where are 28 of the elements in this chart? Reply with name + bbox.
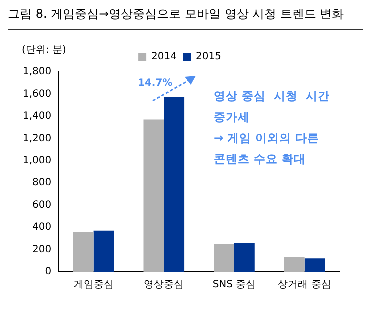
x-tick-label: SNS 중심 <box>212 280 256 291</box>
x-tick-label: 게임중심 <box>74 280 114 291</box>
x-tick-label: 상거래 중심 <box>278 280 332 291</box>
bar <box>164 98 185 272</box>
annotation: 영상 중심 시청 시간 증가세 → 게임 이외의 다른 콘텐츠 수요 확대 <box>214 88 330 168</box>
y-tick-label: 1,200 <box>22 133 52 144</box>
annotation: 14.7% <box>138 78 173 89</box>
bar <box>214 244 234 272</box>
y-tick-label: 1,400 <box>22 111 52 122</box>
y-tick-label: 1,600 <box>22 88 52 100</box>
bar <box>94 230 114 272</box>
y-tick-label: 0 <box>45 266 52 278</box>
bar <box>73 232 94 272</box>
bar <box>304 258 326 272</box>
legend-label: 2014 <box>152 52 178 63</box>
bar <box>234 243 255 272</box>
y-tick-label: 1,800 <box>22 66 52 78</box>
y-axis-title: (단위: 분) <box>22 44 66 57</box>
chart-title: 그림 8. 게임중심→영상중심으로 모바일 영상 시청 트렌드 변화 <box>8 6 363 30</box>
y-tick-label: 1,000 <box>22 155 52 166</box>
y-tick-label: 400 <box>32 222 52 234</box>
y-tick-label: 800 <box>32 178 52 189</box>
legend-label: 2015 <box>196 52 222 63</box>
bar <box>284 258 305 272</box>
x-tick-label: 영상중심 <box>144 280 184 291</box>
bar <box>144 120 164 272</box>
y-tick-label: 600 <box>32 200 52 211</box>
y-tick-label: 200 <box>32 244 52 256</box>
